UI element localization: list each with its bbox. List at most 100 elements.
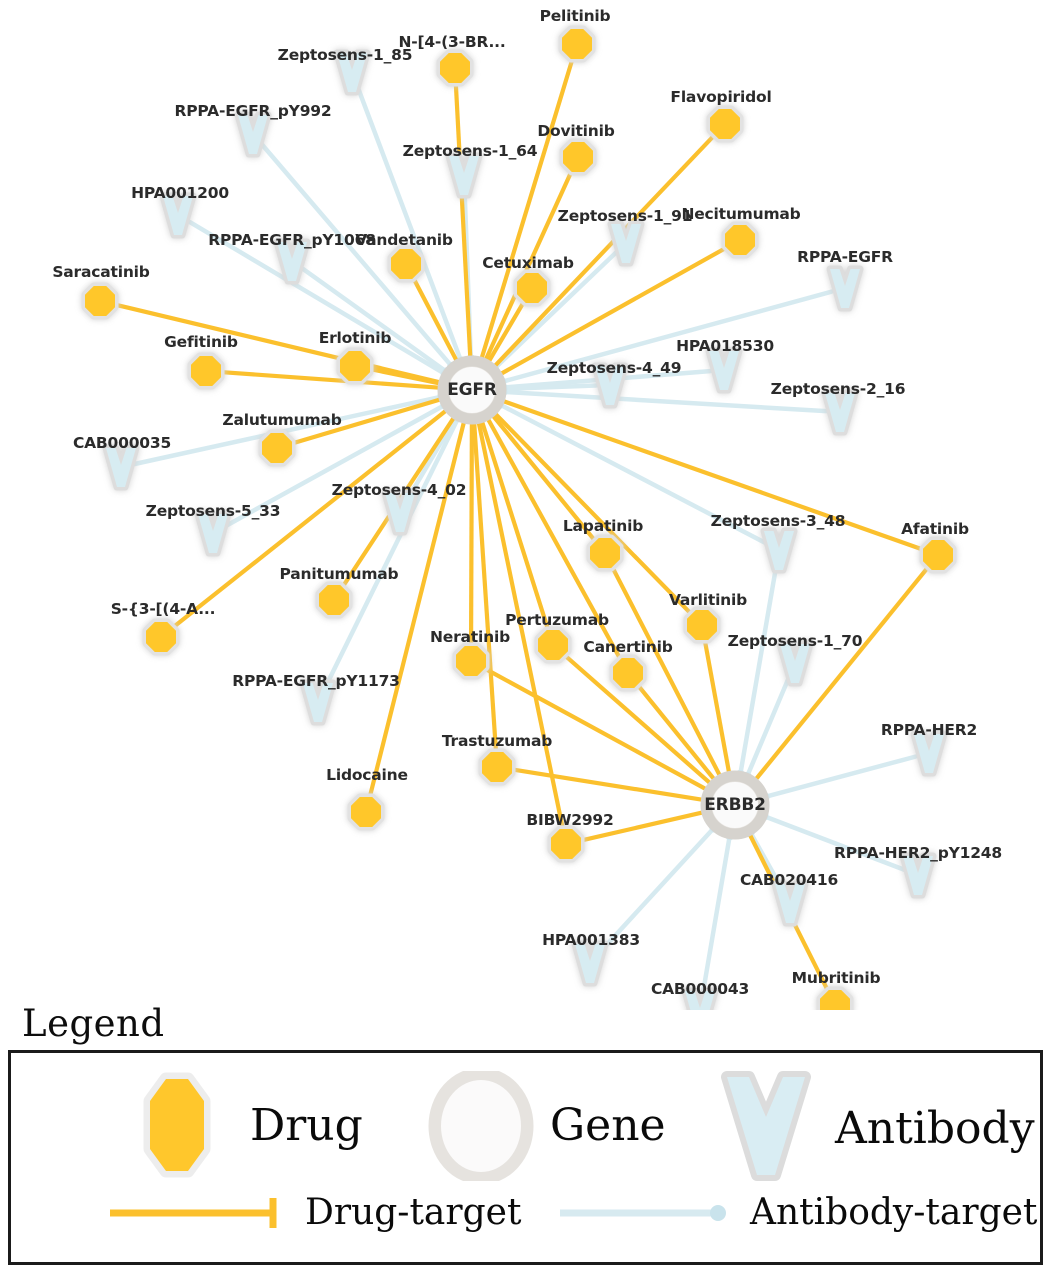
antibody-target-edge [491,250,619,372]
legend-edge-row: Drug-target Antibody-target [11,1193,1040,1253]
legend-label-gene: Gene [550,1100,666,1151]
drug-target-edge [634,681,718,783]
antibody-target-edge [499,389,829,414]
drug-target-edge [578,809,706,844]
antibody-node[interactable] [681,987,719,1010]
drug-octagon-icon [143,1072,211,1178]
drug-target-edge [485,298,528,365]
gene-ring-icon [428,1071,534,1181]
antibody-node[interactable] [826,265,864,312]
drug-node-layer[interactable] [81,25,957,1010]
drug-node[interactable] [683,606,721,644]
antibody-target-edge [321,414,461,692]
drug-node[interactable] [559,138,597,176]
antibody-node[interactable] [705,347,743,394]
antibody-node[interactable] [571,940,609,987]
legend-label-antibody-target: Antibody-target [750,1192,1038,1233]
drug-target-edge [478,55,576,361]
antibody-target-edge [496,401,769,546]
network-graph-canvas[interactable]: Zeptosens-1_85 RPPA-EGFR_pY992 HPA001200 Ze… [0,0,1059,1010]
drug-node[interactable] [547,825,585,863]
legend-label-drug: Drug [250,1100,363,1151]
drug-node[interactable] [558,25,596,63]
antibody-target-edge [700,832,733,999]
antibody-node[interactable] [607,220,645,267]
antibody-vee-icon [721,1071,811,1181]
drug-target-edge [476,419,566,832]
drug-target-edge-icon [110,1198,277,1228]
drug-node[interactable] [478,748,516,786]
drug-node[interactable] [387,245,425,283]
legend-item-antibody-target: Antibody-target [556,1193,1037,1233]
antibody-node[interactable] [102,444,140,491]
drug-node[interactable] [513,269,551,307]
antibody-target-edge [187,219,449,377]
antibody-node[interactable] [760,527,798,574]
antibody-node[interactable] [910,730,948,777]
antibody-target-edge [301,266,450,375]
drug-target-edge [468,420,474,649]
antibody-node[interactable] [445,152,483,199]
drug-node[interactable] [347,793,385,831]
drug-node[interactable] [315,581,353,619]
antibody-node[interactable] [194,510,232,557]
drug-target-edge [492,410,695,618]
antibody-target-edge [259,142,455,370]
antibody-target-edge [744,673,792,780]
legend-label-antibody: Antibody [835,1102,1035,1154]
antibody-node[interactable] [776,640,814,687]
antibody-node[interactable] [821,389,859,436]
legend: Legend Drug Gene [0,1002,1059,1280]
antibody-node[interactable] [381,489,419,536]
drug-node[interactable] [919,536,957,574]
drug-target-edge [500,398,927,553]
drug-edge-layer [112,55,932,995]
antibody-target-edge [354,82,464,365]
antibody-node[interactable] [771,880,809,927]
antibody-target-edge-icon [560,1205,726,1221]
drug-node[interactable] [816,986,854,1010]
drug-node[interactable] [452,642,490,680]
antibody-node[interactable] [899,852,937,899]
drug-node[interactable] [142,618,180,656]
antibody-target-edge [223,402,448,529]
antibody-node[interactable] [273,238,311,285]
antibody-target-edge [499,383,599,392]
drug-node[interactable] [586,534,624,572]
drug-node[interactable] [721,221,759,259]
antibody-node[interactable] [234,111,272,158]
drug-node[interactable] [706,105,744,143]
antibody-target-edge [404,413,460,503]
legend-box: Drug Gene Antibody [8,1050,1043,1265]
legend-item-drug-target: Drug-target [106,1193,521,1233]
gene-node[interactable] [700,770,770,840]
drug-node[interactable] [258,429,296,467]
legend-item-drug: Drug [116,1071,363,1181]
legend-label-drug-target: Drug-target [305,1192,522,1233]
drug-node[interactable] [436,49,474,87]
drug-target-edge [471,420,499,755]
drug-target-edge [288,396,443,447]
drug-target-edge [702,637,732,775]
drug-target-edge [561,652,714,787]
antibody-node[interactable] [299,679,337,726]
gene-node-layer[interactable] [437,355,770,840]
drug-target-edge [169,407,450,631]
drug-node[interactable] [187,352,225,390]
gene-node[interactable] [437,355,507,425]
drug-target-edge [509,766,705,803]
antibody-node[interactable] [159,192,197,239]
legend-title: Legend [22,1002,165,1045]
drug-target-edge [752,563,932,783]
antibody-node[interactable] [591,362,629,409]
drug-target-edge [218,369,442,390]
antibody-node[interactable] [333,49,371,96]
legend-shape-row: Drug Gene Antibody [11,1071,1040,1181]
drug-target-edge [112,301,443,385]
antibody-node-layer[interactable] [102,49,948,1010]
drug-node[interactable] [609,654,647,692]
drug-node[interactable] [81,282,119,320]
drug-node[interactable] [534,626,572,664]
drug-node[interactable] [336,347,374,385]
antibody-target-edge [597,824,717,955]
